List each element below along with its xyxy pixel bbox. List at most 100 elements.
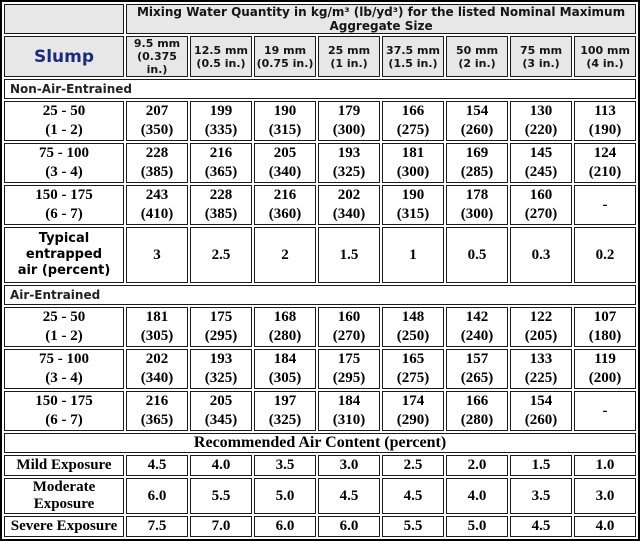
value-kg: 178 — [465, 187, 489, 203]
value-kg: 228 — [209, 187, 233, 203]
air-content-value: 5.5 — [382, 516, 444, 537]
value-kg: 197 — [273, 393, 297, 409]
water-quantity-cell: 168 (280) — [254, 307, 316, 347]
aggregate-size-col-header: 9.5 mm (0.375 in.) — [126, 36, 188, 77]
value-kg: 202 — [337, 187, 361, 203]
water-quantity-cell: 113 (190) — [574, 101, 637, 141]
size-mm: 50 mm — [455, 43, 499, 57]
slump-header: Slump — [4, 36, 124, 77]
value-lb: (360) — [268, 206, 302, 222]
air-content-value: 5.0 — [446, 516, 508, 537]
water-quantity-cell: 207 (350) — [126, 101, 188, 141]
value-kg: 166 — [401, 103, 425, 119]
table-row: 25 - 50 (1 - 2) 181 (305) 175 (295) 168 … — [4, 307, 637, 347]
size-in: (2 in.) — [458, 56, 496, 70]
value-lb: (225) — [524, 370, 558, 386]
water-quantity-cell: 166 (280) — [446, 391, 508, 431]
value-kg: 193 — [337, 145, 361, 161]
table-row: 25 - 50 (1 - 2) 207 (350) 199 (335) 190 … — [4, 101, 637, 141]
value-lb: (270) — [524, 206, 558, 222]
value-kg: 166 — [465, 393, 489, 409]
range-in: (3 - 4) — [45, 164, 83, 180]
entrapped-air-value: 1.5 — [318, 227, 380, 283]
water-quantity-cell: 184 (305) — [254, 349, 316, 389]
value-kg: 160 — [529, 187, 553, 203]
value-lb: (340) — [140, 370, 174, 386]
water-quantity-cell: 165 (275) — [382, 349, 444, 389]
air-content-value: 4.5 — [126, 455, 188, 476]
size-in: (0.75 in.) — [256, 56, 314, 70]
value-lb: (260) — [524, 412, 558, 428]
water-quantity-cell: 228 (385) — [190, 185, 252, 225]
air-content-value: 6.0 — [254, 516, 316, 537]
water-quantity-cell: 193 (325) — [318, 143, 380, 183]
water-quantity-cell: 160 (270) — [318, 307, 380, 347]
exposure-row: Severe Exposure 7.5 7.0 6.0 6.0 5.5 5.0 … — [4, 516, 637, 537]
value-kg: 184 — [273, 351, 297, 367]
air-content-value: 1.0 — [574, 455, 637, 476]
water-quantity-cell: - — [574, 185, 637, 225]
value-kg: 216 — [145, 393, 169, 409]
water-quantity-cell: 184 (310) — [318, 391, 380, 431]
value-kg: 243 — [145, 187, 169, 203]
value-kg: 190 — [401, 187, 425, 203]
range-mm: 75 - 100 — [39, 145, 89, 161]
value-kg: 216 — [273, 187, 297, 203]
range-mm: 150 - 175 — [35, 187, 93, 203]
water-quantity-cell: 154 (260) — [446, 101, 508, 141]
value-lb: (290) — [396, 412, 430, 428]
water-quantity-cell: 190 (315) — [382, 185, 444, 225]
air-content-value: 4.0 — [574, 516, 637, 537]
size-in: (1 in.) — [330, 56, 368, 70]
value-kg: 174 — [401, 393, 425, 409]
value-kg: 175 — [209, 309, 233, 325]
air-content-value: 4.0 — [446, 478, 508, 514]
value-lb: (385) — [140, 164, 174, 180]
slump-range-label: 75 - 100 (3 - 4) — [4, 349, 124, 389]
water-quantity-cell: 124 (210) — [574, 143, 637, 183]
value-lb: (365) — [204, 164, 238, 180]
entrapped-air-value: 3 — [126, 227, 188, 283]
size-mm: 25 mm — [327, 43, 371, 57]
air-content-value: 4.0 — [190, 455, 252, 476]
air-content-value: 7.0 — [190, 516, 252, 537]
value-lb: (245) — [524, 164, 558, 180]
value-lb: (250) — [396, 328, 430, 344]
value-lb: (350) — [140, 122, 174, 138]
air-content-value: 3.5 — [254, 455, 316, 476]
aggregate-size-col-header: 12.5 mm (0.5 in.) — [190, 36, 252, 77]
title-row: Mixing Water Quantity in kg/m³ (lb/yd³) … — [4, 4, 637, 34]
value-lb: (315) — [268, 122, 302, 138]
value-kg: 181 — [145, 309, 169, 325]
air-content-value: 3.5 — [510, 478, 572, 514]
water-quantity-cell: 205 (340) — [254, 143, 316, 183]
value-lb: (280) — [268, 328, 302, 344]
water-quantity-cell: 193 (325) — [190, 349, 252, 389]
value-kg: 130 — [529, 103, 553, 119]
value-lb: (335) — [204, 122, 238, 138]
value-kg: 181 — [401, 145, 425, 161]
water-quantity-cell: 107 (180) — [574, 307, 637, 347]
value-lb: (300) — [460, 206, 494, 222]
value-kg: 145 — [529, 145, 553, 161]
water-quantity-cell: 197 (325) — [254, 391, 316, 431]
corner-cell — [4, 4, 124, 34]
entrapped-air-label: Typical entrapped air (percent) — [4, 227, 124, 283]
range-in: (1 - 2) — [45, 122, 83, 138]
aggregate-size-col-header: 25 mm (1 in.) — [318, 36, 380, 77]
water-quantity-cell: 169 (285) — [446, 143, 508, 183]
air-content-value: 1.5 — [510, 455, 572, 476]
water-quantity-cell: 130 (220) — [510, 101, 572, 141]
water-quantity-cell: 205 (345) — [190, 391, 252, 431]
range-mm: 75 - 100 — [39, 351, 89, 367]
table-row: 150 - 175 (6 - 7) 216 (365) 205 (345) 19… — [4, 391, 637, 431]
water-quantity-cell: 148 (250) — [382, 307, 444, 347]
water-quantity-cell: 157 (265) — [446, 349, 508, 389]
aggregate-size-col-header: 100 mm (4 in.) — [574, 36, 637, 77]
aggregate-size-col-header: 50 mm (2 in.) — [446, 36, 508, 77]
slump-range-label: 150 - 175 (6 - 7) — [4, 185, 124, 225]
entrapped-air-value: 1 — [382, 227, 444, 283]
value-kg: 193 — [209, 351, 233, 367]
water-quantity-cell: 142 (240) — [446, 307, 508, 347]
value-kg: 179 — [337, 103, 361, 119]
